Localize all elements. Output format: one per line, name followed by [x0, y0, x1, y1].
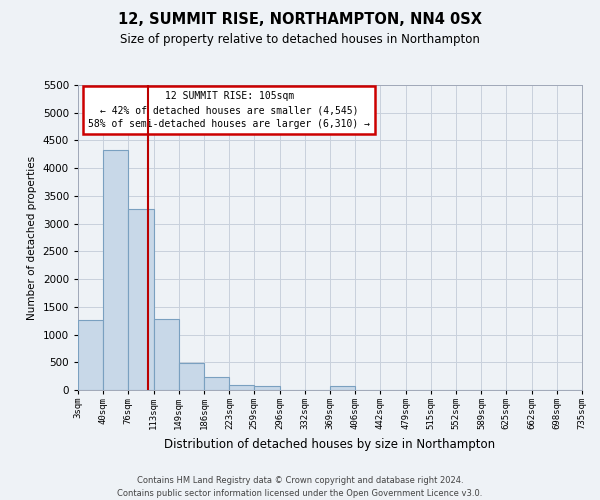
Bar — [128, 208, 154, 390]
Text: 12, SUMMIT RISE, NORTHAMPTON, NN4 0SX: 12, SUMMIT RISE, NORTHAMPTON, NN4 0SX — [118, 12, 482, 28]
Bar — [103, 150, 128, 390]
Bar — [179, 364, 204, 390]
Bar — [204, 377, 229, 390]
Bar — [254, 386, 280, 390]
Text: 12 SUMMIT RISE: 105sqm
← 42% of detached houses are smaller (4,545)
58% of semi-: 12 SUMMIT RISE: 105sqm ← 42% of detached… — [88, 91, 370, 129]
Bar — [229, 385, 254, 390]
X-axis label: Distribution of detached houses by size in Northampton: Distribution of detached houses by size … — [164, 438, 496, 450]
Text: Size of property relative to detached houses in Northampton: Size of property relative to detached ho… — [120, 32, 480, 46]
Text: Contains HM Land Registry data © Crown copyright and database right 2024.
Contai: Contains HM Land Registry data © Crown c… — [118, 476, 482, 498]
Y-axis label: Number of detached properties: Number of detached properties — [27, 156, 37, 320]
Bar — [78, 320, 103, 390]
Bar — [154, 319, 179, 390]
Bar — [330, 386, 355, 390]
